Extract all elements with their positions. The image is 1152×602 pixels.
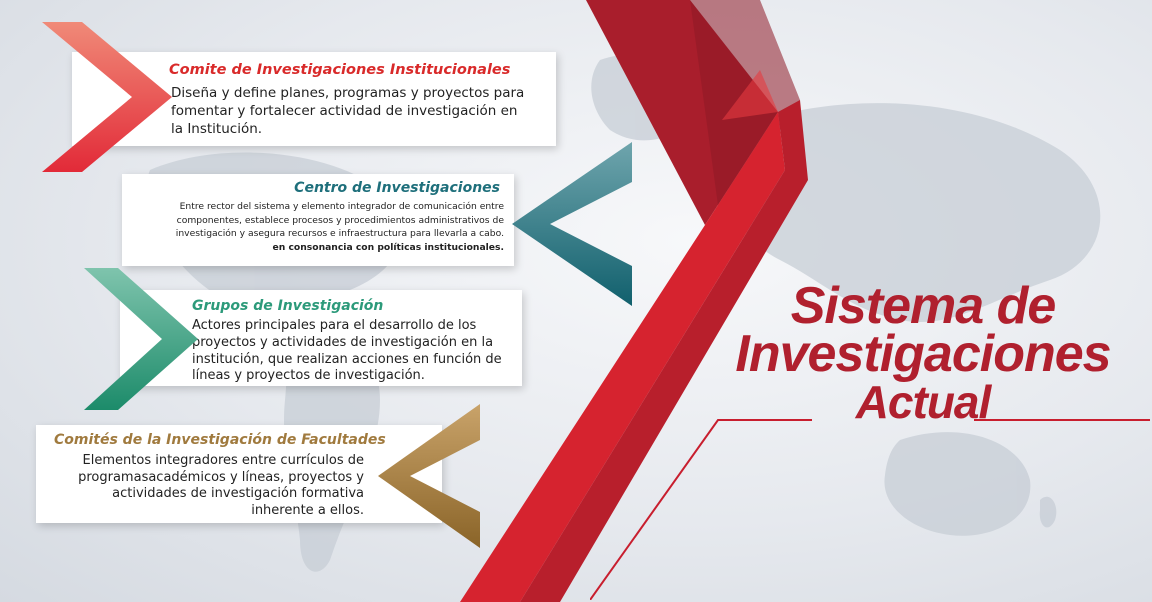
- card-title: Grupos de Investigación: [192, 298, 384, 314]
- card-title: Comite de Investigaciones Institucionale…: [169, 62, 511, 78]
- card-centro-investigaciones: Centro de Investigaciones Entre rector d…: [122, 174, 514, 266]
- heading-line-3: Actual: [855, 376, 992, 428]
- card-comites-facultades: Comités de la Investigación de Facultade…: [36, 425, 442, 523]
- card-description-text: Entre rector del sistema y elemento inte…: [175, 201, 504, 239]
- heading-line-1: Sistema de: [790, 277, 1057, 335]
- card-description: Entre rector del sistema y elemento inte…: [134, 200, 504, 254]
- card-description: Elementos integradores entre currículos …: [78, 453, 364, 518]
- red-chevron-right-icon: [42, 22, 172, 172]
- gold-chevron-left-icon: [378, 404, 480, 548]
- main-heading: Sistema de Investigaciones Actual: [700, 277, 1146, 428]
- card-description: Actores principales para el desarrollo d…: [192, 318, 502, 384]
- green-chevron-right-icon: [84, 268, 198, 410]
- teal-chevron-left-icon: [512, 142, 632, 306]
- card-description-bold: en consonancia con políticas institucion…: [272, 241, 504, 253]
- heading-line-2: Investigaciones: [735, 325, 1111, 383]
- card-title: Centro de Investigaciones: [294, 180, 500, 196]
- heading-underline: [590, 419, 1150, 600]
- card-title: Comités de la Investigación de Facultade…: [54, 432, 386, 448]
- card-comite-institucional: Comite de Investigaciones Institucionale…: [72, 52, 556, 146]
- card-description: Diseña y define planes, programas y proy…: [171, 85, 525, 137]
